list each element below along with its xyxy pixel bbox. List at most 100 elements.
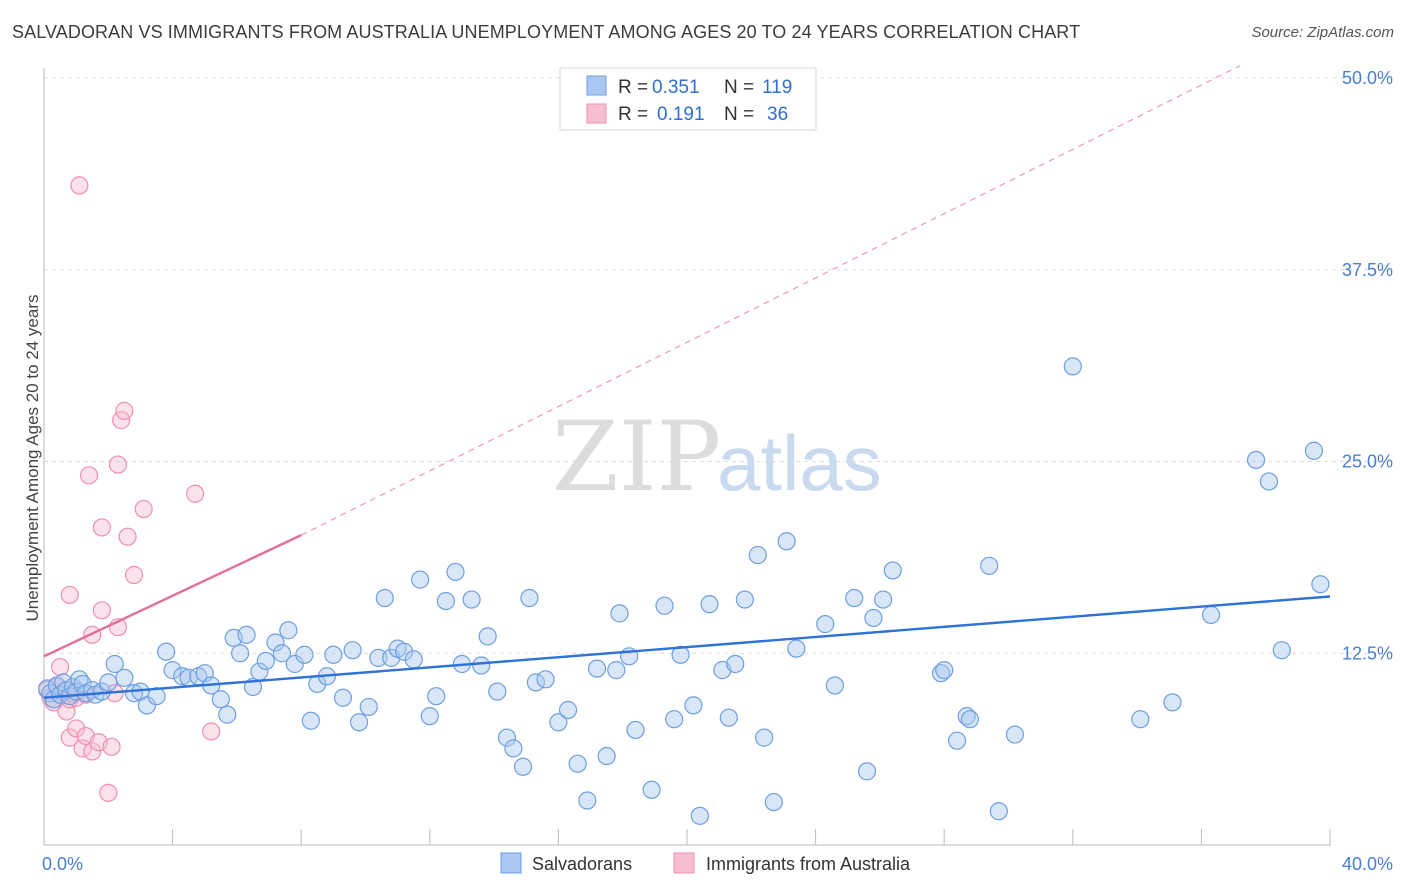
salvadoran-point-107 bbox=[935, 661, 954, 680]
australia-point-10 bbox=[60, 728, 79, 747]
salvadoran-point-68 bbox=[504, 739, 523, 758]
salvadoran-point-89 bbox=[700, 595, 719, 614]
trend-line-australia-extension bbox=[300, 65, 1241, 536]
grid-lines bbox=[44, 77, 1392, 654]
y-tick-label-1: 25.0% bbox=[1342, 452, 1393, 472]
australia-point-33 bbox=[134, 499, 153, 519]
australia-point-24 bbox=[99, 783, 118, 802]
salvadoran-point-33 bbox=[231, 644, 250, 663]
salvadoran-point-40 bbox=[279, 621, 298, 640]
salvadoran-point-119 bbox=[1259, 472, 1279, 491]
salvadoran-point-111 bbox=[980, 556, 999, 575]
legend-r-label-pink: R = bbox=[618, 104, 648, 125]
series-legend: Salvadorans Immigrants from Australia bbox=[500, 852, 911, 874]
series-salvadorans-points bbox=[38, 357, 1330, 825]
tick-labels: 12.5% 25.0% 37.5% 50.0% 0.0% 40.0% bbox=[42, 68, 1393, 874]
salvadoran-point-114 bbox=[1063, 357, 1082, 376]
source-label: Source: ZipAtlas.com bbox=[1251, 24, 1394, 41]
salvadoran-point-98 bbox=[787, 639, 806, 658]
salvadoran-point-38 bbox=[266, 633, 285, 652]
legend-swatch-blue bbox=[586, 75, 607, 96]
legend-r-label-blue: R = bbox=[618, 77, 648, 98]
salvadoran-point-104 bbox=[874, 590, 893, 609]
salvadoran-point-25 bbox=[173, 667, 192, 686]
legend-n-label-blue: N = bbox=[724, 77, 754, 98]
australia-point-14 bbox=[70, 176, 89, 195]
salvadoran-point-94 bbox=[748, 545, 767, 565]
salvadoran-point-18 bbox=[115, 668, 134, 687]
salvadoran-point-93 bbox=[735, 590, 754, 609]
salvadoran-point-34 bbox=[237, 625, 256, 644]
salvadoran-point-55 bbox=[394, 642, 414, 661]
salvadoran-point-46 bbox=[324, 645, 343, 664]
salvadoran-point-80 bbox=[610, 604, 629, 623]
salvadoran-point-63 bbox=[462, 590, 481, 609]
trend-lines bbox=[43, 65, 1331, 699]
salvadoran-point-101 bbox=[845, 588, 864, 608]
bottom-legend-salvadorans: Salvadorans bbox=[532, 854, 632, 874]
salvadoran-point-106 bbox=[931, 664, 951, 683]
trend-line-salvadorans bbox=[43, 595, 1331, 699]
salvadoran-point-100 bbox=[825, 676, 844, 695]
salvadoran-point-75 bbox=[568, 754, 587, 773]
australia-point-28 bbox=[108, 455, 128, 474]
australia-point-8 bbox=[60, 585, 79, 605]
salvadoran-point-60 bbox=[436, 591, 455, 611]
salvadoran-point-92 bbox=[726, 654, 745, 674]
salvadoran-point-120 bbox=[1304, 441, 1324, 460]
salvadoran-point-30 bbox=[211, 690, 230, 709]
chart-title: SALVADORAN VS IMMIGRANTS FROM AUSTRALIA … bbox=[12, 22, 1081, 42]
salvadoran-point-39 bbox=[272, 644, 292, 663]
trend-line-australia bbox=[43, 534, 302, 658]
salvadoran-point-24 bbox=[163, 661, 182, 680]
salvadoran-point-59 bbox=[427, 687, 446, 706]
australia-point-23 bbox=[92, 518, 111, 537]
salvadoran-point-43 bbox=[301, 711, 320, 730]
salvadoran-point-73 bbox=[549, 713, 568, 732]
x-tick-label-min: 0.0% bbox=[42, 854, 83, 874]
salvadoran-point-95 bbox=[755, 728, 774, 747]
legend-n-value-pink: 36 bbox=[767, 104, 788, 125]
salvadoran-point-112 bbox=[989, 802, 1008, 821]
y-axis-label: Unemployment Among Ages 20 to 24 years bbox=[23, 295, 42, 622]
salvadoran-point-84 bbox=[655, 596, 674, 615]
salvadoran-point-61 bbox=[446, 562, 465, 582]
salvadoran-point-105 bbox=[883, 561, 902, 580]
salvadoran-point-48 bbox=[343, 641, 362, 660]
watermark-zip: ZIP bbox=[552, 401, 721, 513]
legend-r-value-pink: 0.191 bbox=[657, 104, 705, 125]
australia-point-25 bbox=[102, 737, 121, 756]
bottom-legend-swatch-australia bbox=[673, 852, 695, 874]
salvadoran-point-65 bbox=[478, 627, 497, 646]
salvadoran-point-37 bbox=[256, 651, 275, 671]
salvadoran-point-96 bbox=[764, 792, 783, 812]
australia-point-34 bbox=[186, 484, 205, 503]
salvadoran-point-83 bbox=[642, 780, 661, 799]
salvadoran-point-103 bbox=[864, 608, 883, 628]
stats-legend: R = 0.351 N = 119 R = 0.191 N = 36 bbox=[559, 67, 817, 131]
salvadoran-point-52 bbox=[375, 588, 394, 608]
bottom-legend-swatch-salvadorans bbox=[500, 852, 522, 874]
salvadoran-point-102 bbox=[857, 762, 877, 781]
salvadoran-point-23 bbox=[157, 642, 176, 661]
australia-point-22 bbox=[92, 601, 111, 620]
salvadoran-point-88 bbox=[690, 806, 709, 825]
australia-point-18 bbox=[79, 466, 99, 485]
salvadoran-point-69 bbox=[513, 757, 533, 776]
salvadoran-point-16 bbox=[99, 673, 118, 692]
salvadoran-point-49 bbox=[349, 713, 369, 732]
salvadoran-point-56 bbox=[404, 650, 423, 669]
series-australia-points bbox=[38, 176, 221, 802]
watermark-atlas: atlas bbox=[717, 419, 882, 507]
salvadoran-point-118 bbox=[1246, 450, 1266, 470]
salvadoran-point-17 bbox=[105, 654, 124, 674]
legend-n-value-blue: 119 bbox=[762, 77, 792, 98]
salvadoran-point-109 bbox=[957, 707, 976, 726]
salvadoran-point-51 bbox=[369, 648, 388, 667]
salvadoran-point-19 bbox=[124, 684, 144, 703]
salvadoran-point-31 bbox=[218, 705, 237, 724]
axes bbox=[43, 68, 1331, 846]
salvadoran-point-42 bbox=[295, 645, 314, 664]
salvadoran-point-41 bbox=[285, 654, 304, 674]
